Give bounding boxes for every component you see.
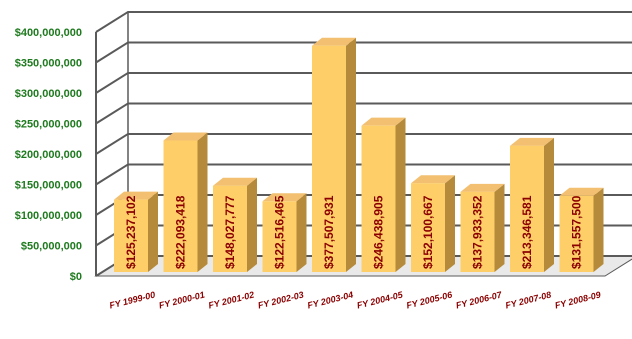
x-tick-label: FY 2001-02	[207, 290, 255, 311]
bar-top-face	[213, 177, 257, 186]
y-tick-label: $150,000,000	[15, 180, 82, 192]
bar-top-face	[262, 193, 307, 202]
bar-front-face	[213, 185, 247, 272]
bar: $122,516,465	[262, 193, 307, 272]
x-tick-label: FY 2007-08	[504, 290, 552, 311]
bar-top-face	[114, 191, 158, 200]
bar-value-label: $137,933,352	[471, 195, 485, 269]
bar: $152,100,667	[411, 175, 455, 272]
bar-side-face	[197, 132, 208, 272]
x-tick-label: FY 2006-07	[455, 289, 504, 310]
bar: $148,027,777	[213, 177, 257, 272]
bar-front-face	[312, 45, 346, 273]
y-tick-label: $50,000,000	[21, 241, 82, 253]
bar: $125,237,102	[114, 191, 158, 272]
bar-front-face	[559, 195, 594, 272]
bar-value-label: $125,237,102	[124, 195, 138, 269]
bar: $213,346,581	[510, 137, 554, 272]
bar-side-face	[247, 177, 257, 272]
gridlines	[95, 11, 632, 277]
x-tick-label: FY 2004-05	[356, 289, 405, 310]
x-tick-label: FY 2003-04	[306, 290, 354, 311]
bar-front-face	[262, 201, 297, 272]
bar-side-face	[593, 187, 604, 272]
y-tick-label: $100,000,000	[15, 210, 82, 222]
bar-top-face	[163, 132, 208, 141]
bar-side-face	[346, 37, 356, 273]
y-tick-label: $0	[70, 271, 82, 283]
bars: $125,237,102 $222,093,418 $148,027,777 $122…	[114, 37, 604, 273]
y-tick-label: $400,000,000	[15, 27, 82, 39]
x-tick-label: FY 2000-01	[158, 290, 206, 311]
bar-value-label: $148,027,777	[223, 195, 237, 269]
bar-top-face	[510, 137, 554, 146]
bar: $377,507,931	[312, 37, 356, 273]
bar: $137,933,352	[460, 183, 505, 272]
bar-front-face	[361, 125, 396, 272]
bar-side-face	[395, 117, 406, 272]
bar-front-face	[163, 140, 198, 272]
bar-top-face	[460, 183, 505, 192]
bar: $131,557,500	[559, 187, 604, 272]
x-axis-tick-labels: FY 1999-00 FY 2000-01 FY 2001-02 FY 2002-03…	[108, 289, 601, 310]
x-tick-label: FY 2002-03	[257, 290, 305, 311]
bar-top-face	[411, 175, 455, 184]
bar-top-face	[559, 187, 604, 196]
bar-front-face	[510, 145, 544, 272]
bar-side-face	[494, 183, 505, 272]
bar-value-label: $213,346,581	[520, 195, 534, 269]
bar-side-face	[148, 191, 158, 272]
bar-front-face	[411, 183, 445, 272]
bar-side-face	[544, 137, 554, 272]
bar-value-label: $377,507,931	[322, 195, 336, 269]
bar-side-face	[445, 175, 455, 272]
bar-front-face	[460, 191, 495, 272]
x-tick-label: FY 2008-09	[554, 290, 602, 311]
bar-value-label: $122,516,465	[273, 195, 287, 269]
y-tick-label: $300,000,000	[15, 88, 82, 100]
y-tick-label: $250,000,000	[15, 119, 82, 131]
y-tick-label: $200,000,000	[15, 149, 82, 161]
x-tick-label: FY 2005-06	[405, 289, 454, 310]
bar-value-label: $222,093,418	[174, 195, 188, 269]
bar-top-face	[361, 117, 406, 126]
y-tick-label: $350,000,000	[15, 58, 82, 70]
bar-side-face	[296, 193, 307, 272]
bar-front-face	[114, 199, 148, 272]
bar-top-face	[312, 37, 356, 46]
bar-value-label: $246,438,905	[372, 195, 386, 269]
bar: $222,093,418	[163, 132, 208, 272]
bar-value-label: $131,557,500	[570, 195, 584, 269]
x-tick-label: FY 1999-00	[108, 290, 156, 311]
bar-value-label: $152,100,667	[421, 195, 435, 269]
y-axis-tick-labels: $0 $50,000,000 $100,000,000 $150,000,000 $20…	[15, 27, 82, 283]
bar: $246,438,905	[361, 117, 406, 272]
